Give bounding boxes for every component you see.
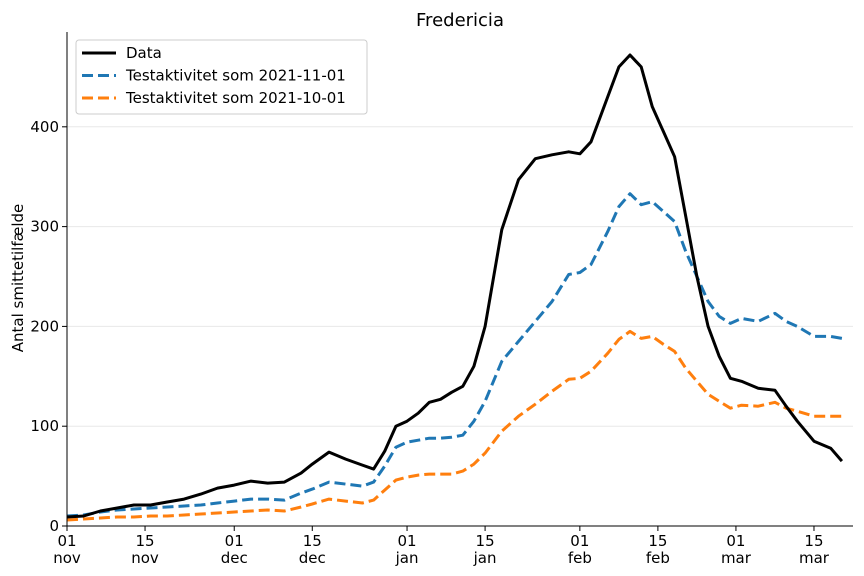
x-tick-day-label: 15 [804,532,823,550]
x-tick-month-label: dec [299,549,326,567]
y-tick-label: 0 [49,517,59,535]
x-tick-day-label: 15 [303,532,322,550]
y-tick-label: 300 [30,218,59,236]
legend-label: Testaktivitet som 2021-10-01 [125,89,346,107]
legend: Data Testaktivitet som 2021-11-01 Testakti… [75,39,368,115]
x-tick-day-label: 15 [476,532,495,550]
series-line-testaktivitet-som-2021-10-01 [66,329,842,522]
y-tick-label: 100 [30,417,59,435]
x-tick-month-label: nov [131,549,159,567]
legend-label: Testaktivitet som 2021-11-01 [125,67,346,85]
x-ticks: 01nov15nov01dec15dec01jan15jan01feb15feb… [53,526,830,567]
x-tick-month-label: feb [568,549,592,567]
x-tick-month-label: jan [473,549,497,567]
x-tick-day-label: 15 [135,532,154,550]
x-tick-month-label: nov [53,549,81,567]
x-tick-month-label: dec [221,549,248,567]
gridlines [67,126,853,427]
x-tick-day-label: 01 [57,532,76,550]
x-tick-day-label: 01 [570,532,589,550]
x-tick-day-label: 01 [397,532,416,550]
y-tick-label: 400 [30,118,59,136]
legend-label: Data [126,44,162,62]
series-layer [66,53,844,522]
legend-box [75,39,368,115]
x-tick-month-label: mar [799,549,830,567]
x-tick-day-label: 01 [726,532,745,550]
x-tick-month-label: feb [646,549,670,567]
y-axis-label: Antal smittetilfælde [9,204,27,353]
y-ticks: 0 100 200 300 400 [30,118,67,535]
y-tick-label: 200 [30,317,59,335]
series-line-data [66,53,844,519]
x-tick-day-label: 15 [648,532,667,550]
x-tick-month-label: jan [395,549,419,567]
axes [66,32,853,527]
series-line-testaktivitet-som-2021-11-01 [66,192,843,518]
x-tick-month-label: mar [721,549,752,567]
chart-title: Fredericia [416,10,504,31]
x-tick-day-label: 01 [225,532,244,550]
